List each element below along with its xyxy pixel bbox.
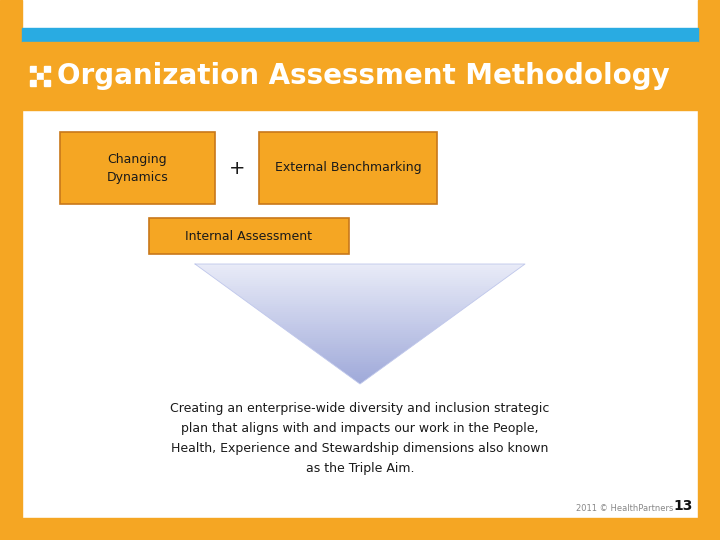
Polygon shape [324, 358, 396, 360]
Polygon shape [228, 288, 492, 290]
Polygon shape [203, 270, 517, 272]
Polygon shape [280, 326, 440, 328]
Polygon shape [245, 300, 475, 302]
Polygon shape [310, 348, 410, 350]
Text: External Benchmarking: External Benchmarking [275, 161, 421, 174]
Bar [148, 218, 348, 254]
Polygon shape [305, 344, 415, 346]
Polygon shape [258, 310, 462, 312]
Bar [37, 66, 43, 72]
Bar [44, 66, 50, 72]
Bar [44, 73, 50, 79]
Polygon shape [327, 360, 393, 362]
Polygon shape [338, 368, 382, 370]
Polygon shape [217, 280, 503, 282]
Polygon shape [233, 292, 487, 294]
Text: Internal Assessment: Internal Assessment [185, 230, 312, 242]
Bar [22, 28, 698, 42]
Text: Organization Assessment Methodology: Organization Assessment Methodology [57, 62, 670, 90]
Polygon shape [275, 322, 445, 324]
Polygon shape [333, 364, 387, 366]
Polygon shape [300, 340, 420, 342]
Polygon shape [322, 356, 398, 358]
Bar [44, 80, 50, 86]
Polygon shape [206, 272, 514, 274]
Polygon shape [319, 354, 401, 356]
Polygon shape [307, 346, 413, 348]
Polygon shape [297, 338, 423, 340]
Polygon shape [225, 286, 495, 288]
Polygon shape [357, 382, 363, 384]
Polygon shape [195, 264, 525, 266]
Polygon shape [250, 304, 470, 306]
Polygon shape [277, 324, 443, 326]
Bar [37, 80, 43, 86]
Polygon shape [266, 316, 454, 318]
Polygon shape [261, 312, 459, 314]
Polygon shape [302, 342, 418, 344]
Polygon shape [346, 374, 374, 376]
Polygon shape [292, 334, 428, 336]
Polygon shape [294, 336, 426, 338]
Polygon shape [336, 366, 384, 368]
Polygon shape [313, 350, 407, 352]
Polygon shape [220, 282, 500, 284]
Polygon shape [330, 362, 390, 364]
Text: +: + [229, 159, 246, 178]
Bar [30, 66, 36, 72]
Bar [698, 0, 720, 540]
Polygon shape [256, 308, 464, 310]
Text: 2011 © HealthPartners: 2011 © HealthPartners [575, 504, 673, 513]
Polygon shape [354, 380, 366, 382]
Bar [0, 0, 22, 540]
Text: Creating an enterprise-wide diversity and inclusion strategic
plan that aligns w: Creating an enterprise-wide diversity an… [171, 402, 549, 475]
Polygon shape [343, 372, 377, 374]
Polygon shape [230, 290, 490, 292]
Polygon shape [242, 298, 478, 300]
Bar [259, 132, 437, 204]
Polygon shape [239, 296, 481, 298]
Polygon shape [341, 370, 379, 372]
Polygon shape [272, 320, 448, 322]
Bar [60, 132, 215, 204]
Polygon shape [289, 332, 431, 334]
Bar [37, 73, 43, 79]
Polygon shape [236, 294, 484, 296]
Polygon shape [200, 268, 520, 270]
Bar [0, 518, 720, 540]
Polygon shape [222, 284, 498, 286]
Polygon shape [247, 302, 473, 304]
Bar [30, 73, 36, 79]
Bar [30, 80, 36, 86]
Polygon shape [264, 314, 456, 316]
Polygon shape [349, 376, 371, 378]
Polygon shape [269, 318, 451, 320]
Polygon shape [215, 278, 505, 280]
Polygon shape [209, 274, 511, 276]
Polygon shape [286, 330, 434, 332]
Text: 13: 13 [674, 499, 693, 513]
Polygon shape [253, 306, 467, 308]
Bar [22, 42, 698, 110]
Polygon shape [212, 276, 508, 278]
Polygon shape [283, 328, 437, 330]
Text: Changing
Dynamics: Changing Dynamics [107, 152, 168, 184]
Polygon shape [352, 378, 368, 380]
Polygon shape [198, 266, 522, 268]
Polygon shape [316, 352, 404, 354]
